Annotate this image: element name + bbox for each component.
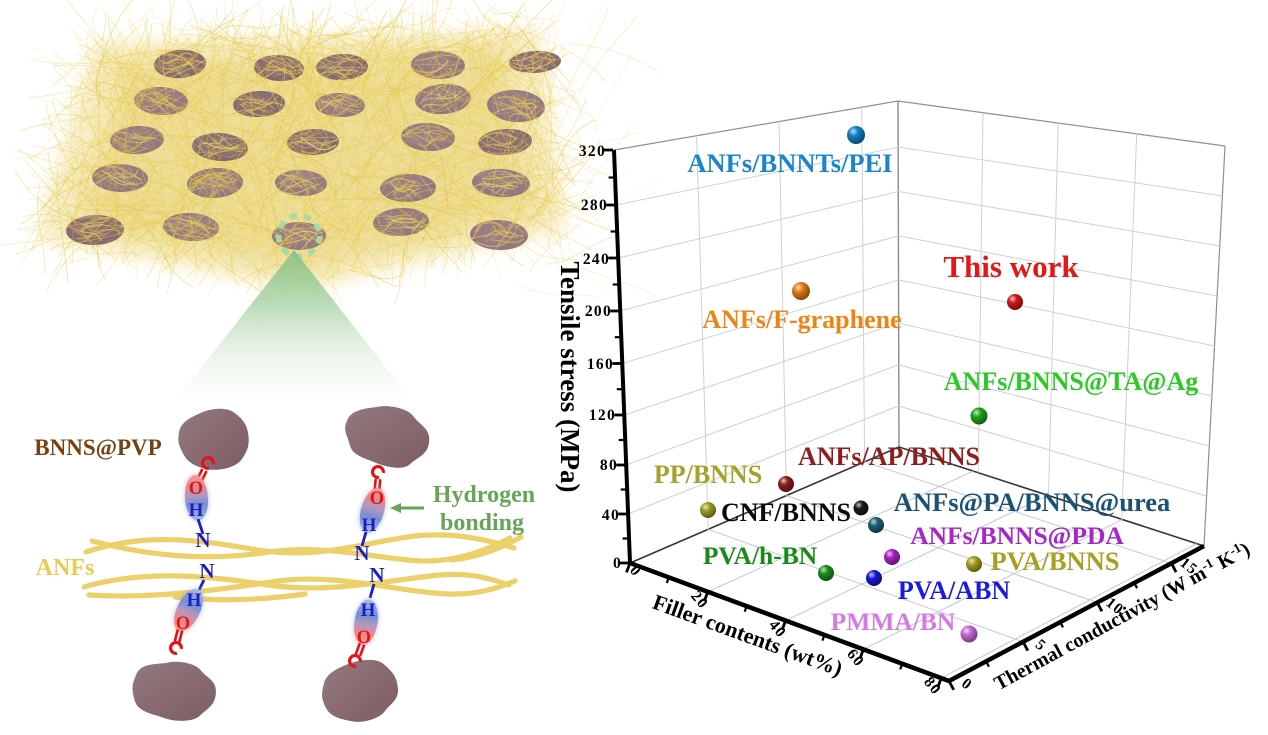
svg-text:200: 200 (585, 303, 612, 320)
svg-text:O: O (176, 614, 190, 634)
svg-text:H: H (361, 600, 376, 621)
svg-text:PMMA/BN: PMMA/BN (831, 607, 956, 636)
svg-text:280: 280 (581, 197, 608, 214)
svg-text:80: 80 (600, 457, 618, 474)
svg-text:160: 160 (587, 356, 614, 373)
svg-text:PVA/BNNS: PVA/BNNS (990, 546, 1119, 576)
svg-text:H: H (189, 500, 204, 521)
svg-text:ANFs/BNNTs/PEI: ANFs/BNNTs/PEI (687, 148, 892, 178)
svg-text:0: 0 (958, 675, 976, 694)
svg-text:PVA/h-BN: PVA/h-BN (703, 541, 818, 570)
svg-text:0: 0 (613, 555, 622, 572)
svg-text:BNNS@PVP: BNNS@PVP (34, 435, 161, 461)
svg-text:CNF/BNNS: CNF/BNNS (721, 498, 851, 527)
svg-text:240: 240 (583, 251, 610, 268)
svg-text:N: N (369, 563, 384, 587)
svg-text:H: H (187, 590, 202, 611)
svg-text:PVA/ABN: PVA/ABN (898, 576, 1010, 605)
svg-text:Tensile stress (MPa): Tensile stress (MPa) (555, 262, 585, 493)
svg-text:ANFs: ANFs (36, 555, 95, 581)
svg-text:O: O (370, 489, 384, 509)
svg-text:O: O (189, 479, 203, 499)
svg-text:Hydrogen: Hydrogen (433, 482, 535, 508)
svg-text:ANFs/BNNS@TA@Ag: ANFs/BNNS@TA@Ag (944, 367, 1198, 396)
svg-text:O: O (357, 628, 371, 648)
svg-text:N: N (195, 528, 210, 552)
svg-text:ANFs@PA/BNNS@urea: ANFs@PA/BNNS@urea (894, 487, 1171, 517)
svg-text:H: H (362, 515, 377, 536)
svg-text:PP/BNNS: PP/BNNS (654, 460, 762, 489)
svg-text:320: 320 (579, 143, 606, 160)
svg-text:N: N (354, 541, 369, 565)
svg-text:Filler contents (wt%): Filler contents (wt%) (649, 589, 845, 681)
svg-text:ANFs/F-graphene: ANFs/F-graphene (702, 305, 901, 334)
svg-text:bonding: bonding (440, 510, 524, 536)
svg-text:N: N (199, 559, 214, 583)
svg-text:ANFs/AP/BNNS: ANFs/AP/BNNS (798, 442, 980, 471)
svg-text:This work: This work (943, 249, 1079, 284)
svg-text:ANFs/BNNS@PDA: ANFs/BNNS@PDA (910, 521, 1124, 550)
svg-text:40: 40 (602, 507, 620, 524)
svg-text:120: 120 (589, 407, 616, 424)
